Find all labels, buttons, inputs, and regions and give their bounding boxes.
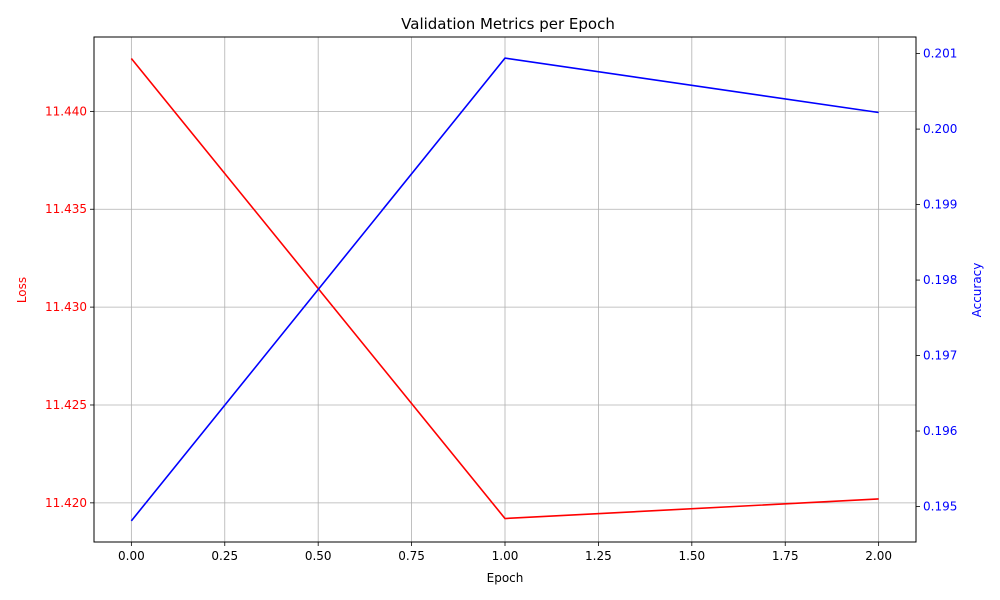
left-axis-title: Loss — [15, 277, 29, 303]
left-tick-label: 11.425 — [45, 398, 87, 412]
right-tick-label: 0.196 — [923, 424, 957, 438]
x-tick-label: 2.00 — [865, 549, 892, 563]
x-tick-label: 0.75 — [398, 549, 425, 563]
left-y-axis: 11.420 11.425 11.430 11.435 11.440 — [45, 104, 94, 510]
left-tick-label: 11.420 — [45, 496, 87, 510]
chart-title: Validation Metrics per Epoch — [401, 15, 615, 33]
left-tick-label: 11.435 — [45, 202, 87, 216]
x-tick-label: 1.00 — [492, 549, 519, 563]
accuracy-series-line — [130, 57, 879, 522]
right-tick-label: 0.201 — [923, 47, 957, 61]
x-axis: 0.00 0.25 0.50 0.75 1.00 1.25 1.50 1.75 2.00 — [118, 542, 892, 563]
right-y-axis: 0.195 0.196 0.197 0.198 0.199 0.200 0.201 — [916, 47, 957, 514]
x-tick-label: 1.75 — [772, 549, 799, 563]
x-axis-title: Epoch — [487, 571, 524, 585]
x-tick-label: 0.50 — [305, 549, 332, 563]
series-layer — [130, 57, 879, 522]
left-tick-label: 11.430 — [45, 300, 87, 314]
left-tick-label: 11.440 — [45, 104, 87, 118]
x-tick-label: 1.25 — [585, 549, 612, 563]
right-tick-label: 0.198 — [923, 273, 957, 287]
loss-series-line — [130, 58, 879, 520]
right-tick-label: 0.200 — [923, 122, 957, 136]
x-tick-label: 1.50 — [678, 549, 705, 563]
grid-layer — [94, 37, 916, 542]
x-tick-label: 0.00 — [118, 549, 145, 563]
right-tick-label: 0.195 — [923, 500, 957, 514]
right-tick-label: 0.199 — [923, 198, 957, 212]
right-tick-label: 0.197 — [923, 349, 957, 363]
right-axis-title: Accuracy — [970, 263, 984, 318]
x-tick-label: 0.25 — [211, 549, 238, 563]
